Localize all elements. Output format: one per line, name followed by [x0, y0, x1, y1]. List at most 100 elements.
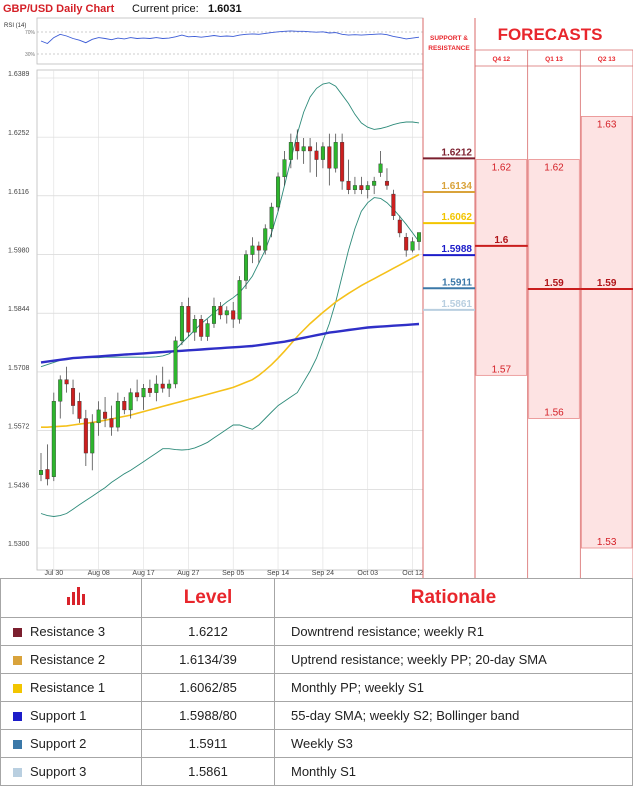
- candle-body: [64, 379, 69, 385]
- forecast-low-label: 1.53: [597, 537, 617, 548]
- y-tick-label: 1.6252: [8, 130, 30, 137]
- candle-body: [372, 180, 377, 186]
- candle-body: [90, 422, 95, 454]
- candle-body: [263, 228, 268, 251]
- y-tick-label: 1.5300: [8, 541, 30, 548]
- table-row: Support 3 1.5861 Monthly S1: [0, 757, 633, 786]
- y-tick-label: 1.5708: [8, 365, 30, 372]
- x-tick-label: Sep 14: [267, 570, 289, 577]
- candle-body: [397, 219, 402, 234]
- candle-body: [346, 180, 351, 190]
- forecast-high-label: 1.62: [544, 163, 564, 174]
- table-header-icon-cell: [0, 578, 142, 618]
- x-tick-label: Jul 30: [44, 570, 63, 577]
- price-gridlines: [37, 77, 423, 549]
- level-value: 1.5911: [141, 729, 275, 758]
- candle-body: [276, 176, 281, 208]
- sma-20-line: [41, 253, 420, 429]
- level-name-cell: Resistance 3: [0, 617, 142, 646]
- level-rationale: Downtrend resistance; weekly R1: [274, 617, 633, 646]
- level-color-swatch: [13, 740, 22, 749]
- bollinger-upper-band: [40, 82, 420, 368]
- y-tick-label: 1.5572: [8, 424, 30, 431]
- x-tick-label: Aug 27: [177, 570, 199, 577]
- candle-body: [103, 411, 108, 419]
- y-tick-label: 1.5980: [8, 248, 30, 255]
- sr-header-line-2: RESISTANCE: [428, 45, 470, 52]
- x-tick-label: Aug 17: [132, 570, 154, 577]
- candle-body: [384, 180, 389, 186]
- support-resistance-levels: 1.6212 1.6134 1.6062 1.5988 1.5911 1.5861: [423, 147, 475, 311]
- level-value-r1: 1.6062: [441, 212, 472, 223]
- candle-body: [269, 206, 274, 229]
- level-name-cell: Support 1: [0, 701, 142, 730]
- level-name-cell: Resistance 1: [0, 673, 142, 702]
- forecast-low-label: 1.57: [492, 364, 512, 375]
- candle-body: [128, 392, 133, 411]
- level-name: Resistance 3: [30, 624, 106, 639]
- x-tick-label: Sep 24: [312, 570, 334, 577]
- level-value-s3: 1.5861: [441, 299, 472, 310]
- level-name: Resistance 2: [30, 652, 106, 667]
- candle-body: [147, 388, 152, 393]
- forecast-mid-label: 1.6: [494, 235, 508, 246]
- candle-body: [378, 163, 383, 173]
- forecast-category-label: Q1 13: [545, 56, 563, 63]
- table-header-rationale: Rationale: [274, 578, 633, 618]
- forecast-low-label: 1.56: [544, 408, 564, 419]
- level-color-swatch: [13, 768, 22, 777]
- candle-body: [135, 392, 140, 398]
- price-label: Current price:: [132, 3, 199, 15]
- table-row: Support 2 1.5911 Weekly S3: [0, 729, 633, 758]
- candle-body: [320, 146, 325, 160]
- candle-body: [115, 401, 120, 428]
- forecast-mid-label: 1.59: [597, 278, 617, 289]
- chart-title: GBP/USD Daily Chart: [3, 3, 115, 15]
- level-rationale: Uptrend resistance; weekly PP; 20-day SM…: [274, 645, 633, 674]
- forecast-mid-label: 1.59: [544, 278, 564, 289]
- y-axis-labels: 1.6389 1.6252 1.6116 1.5980 1.5844 1.5708 1.55…: [8, 71, 30, 548]
- candle-body: [154, 383, 159, 393]
- level-value: 1.5861: [141, 757, 275, 786]
- forecast-range-band: [580, 116, 633, 549]
- candle-body: [295, 142, 300, 152]
- candle-body: [96, 409, 101, 424]
- rsi-label: RSI (14): [4, 23, 26, 29]
- rsi-line: [40, 30, 420, 45]
- forecast-high-label: 1.62: [492, 163, 512, 174]
- level-value-r3: 1.6212: [441, 147, 472, 158]
- level-name: Support 1: [30, 708, 87, 723]
- candle-body: [308, 146, 313, 152]
- price-frame: [36, 69, 424, 571]
- candle-body: [282, 159, 287, 178]
- table-header-level: Level: [141, 578, 275, 618]
- candle-body: [77, 401, 82, 419]
- candle-body: [199, 319, 204, 337]
- candle-body: [237, 280, 242, 320]
- candle-body: [122, 401, 127, 411]
- candle-body: [365, 185, 370, 190]
- candle-body: [301, 146, 306, 152]
- level-value-s1: 1.5988: [441, 244, 472, 255]
- level-value: 1.5988/80: [141, 701, 275, 730]
- table-header-row: Level Rationale: [0, 578, 633, 618]
- forecast-title: FORECASTS: [498, 25, 603, 44]
- candle-body: [256, 245, 261, 251]
- candlesticks: [39, 129, 422, 486]
- candle-body: [391, 193, 396, 216]
- y-tick-label: 1.5436: [8, 482, 30, 489]
- forecast-category-label: Q4 12: [492, 56, 510, 63]
- candle-body: [167, 383, 172, 389]
- candle-body: [250, 245, 255, 255]
- candle-body: [314, 150, 319, 160]
- y-tick-label: 1.5844: [8, 306, 30, 313]
- bollinger-lower-band: [40, 197, 420, 517]
- candle-body: [211, 306, 216, 324]
- candle-body: [39, 470, 44, 475]
- rsi-level-70: 70%: [25, 30, 36, 36]
- candle-body: [58, 379, 63, 402]
- chart-area: GBP/USD Daily Chart Current price: 1.603…: [3, 3, 633, 578]
- x-tick-label: Oct 03: [357, 570, 378, 577]
- table-row: Support 1 1.5988/80 55-day SMA; weekly S2;…: [0, 701, 633, 730]
- level-value-r2: 1.6134: [441, 181, 472, 192]
